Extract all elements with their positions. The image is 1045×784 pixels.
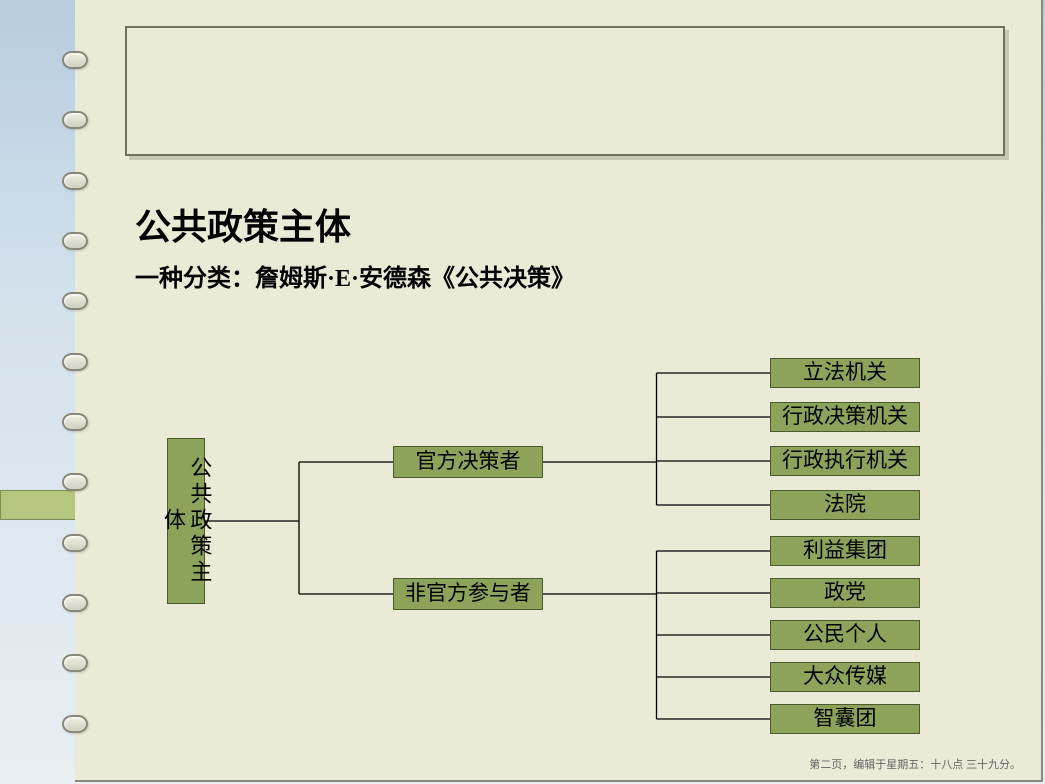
binder-ring xyxy=(62,413,88,431)
tree-node-media: 大众传媒 xyxy=(770,662,920,692)
binder-ring xyxy=(62,473,88,491)
tree-node-unofficial: 非官方参与者 xyxy=(393,578,543,610)
tree-node-legislature: 立法机关 xyxy=(770,358,920,388)
tree-node-party: 政党 xyxy=(770,578,920,608)
binder-ring xyxy=(62,534,88,552)
slide-surface: 公共政策主体 一种分类：詹姆斯·E·安德森《公共决策》 公共政策主体官方决策者非… xyxy=(75,0,1043,782)
spiral-binder xyxy=(62,0,88,784)
binder-ring xyxy=(62,654,88,672)
binder-ring xyxy=(62,594,88,612)
binder-ring xyxy=(62,292,88,310)
binder-ring xyxy=(62,172,88,190)
tree-node-official: 官方决策者 xyxy=(393,446,543,478)
tree-node-root: 公共政策主体 xyxy=(167,438,205,604)
footer-text: 第二页，编辑于星期五：十八点 三十九分。 xyxy=(809,756,1021,772)
tree-node-court: 法院 xyxy=(770,490,920,520)
tree-node-citizen: 公民个人 xyxy=(770,620,920,650)
tree-node-admin_decision: 行政决策机关 xyxy=(770,402,920,432)
binder-ring xyxy=(62,51,88,69)
tree-node-interest: 利益集团 xyxy=(770,536,920,566)
tree-diagram: 公共政策主体 官方决策者非官方参与者 立法机关行政决策机关行政执行机关法院利益集团政… xyxy=(75,0,1043,782)
tree-node-thinktank: 智囊团 xyxy=(770,704,920,734)
binder-ring xyxy=(62,353,88,371)
binder-ring xyxy=(62,232,88,250)
tree-node-admin_exec: 行政执行机关 xyxy=(770,446,920,476)
binder-ring xyxy=(62,111,88,129)
binder-ring xyxy=(62,715,88,733)
